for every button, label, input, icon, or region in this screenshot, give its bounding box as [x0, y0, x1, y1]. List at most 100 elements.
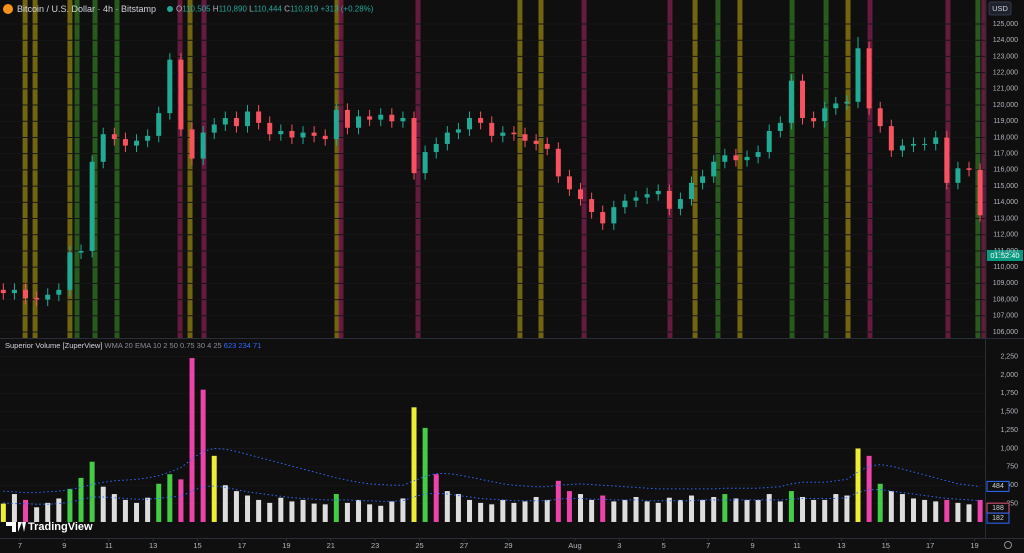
candle-body — [245, 111, 251, 127]
x-tick-label: 25 — [415, 541, 423, 550]
x-tick-label: 15 — [193, 541, 201, 550]
y-tick-label: 1,250 — [1000, 427, 1018, 434]
candle-body — [800, 80, 806, 119]
candle-body — [777, 122, 783, 131]
candle-body — [200, 132, 206, 159]
indicator-legend: Superior Volume [ZuperView] WMA 20 EMA 1… — [5, 341, 261, 350]
y-tick-label: 250 — [1006, 500, 1018, 507]
volume-bar — [0, 503, 6, 522]
candle-body — [300, 132, 306, 138]
candle-body — [911, 143, 917, 146]
x-tick-label: 7 — [706, 541, 710, 550]
volume-bar — [533, 496, 539, 522]
volume-bar — [955, 502, 961, 522]
y-tick-label: 115,000 — [993, 183, 1018, 190]
x-tick-label: 13 — [149, 541, 157, 550]
volume-bar — [122, 499, 128, 522]
candle-body — [611, 207, 617, 224]
highlight-band — [338, 0, 344, 338]
y-tick-label: 124,000 — [993, 37, 1018, 44]
candle-body — [278, 130, 284, 135]
ohlc-label: L — [249, 5, 254, 14]
candle-body — [655, 190, 661, 195]
volume-bar — [800, 496, 806, 522]
volume-bar — [899, 494, 905, 522]
candle-body — [489, 122, 495, 136]
x-tick-label: 21 — [327, 541, 335, 550]
candle-body — [11, 289, 17, 294]
volume-bar — [489, 504, 495, 522]
highlight-band — [867, 0, 873, 338]
currency-label[interactable]: USD — [992, 4, 1008, 13]
change: +313 (+0.28%) — [321, 5, 374, 14]
y-tick-label: 121,000 — [993, 86, 1018, 93]
ohlc-label: H — [213, 5, 219, 14]
volume-bar — [189, 358, 195, 522]
volume-bar — [500, 499, 506, 522]
candle-body — [478, 118, 484, 123]
candle-body — [500, 132, 506, 136]
highlight-band — [187, 0, 193, 338]
candle-body — [711, 161, 717, 177]
candle-body — [45, 294, 51, 300]
volume-bar — [411, 407, 417, 522]
candle-body — [922, 143, 928, 145]
candle-body — [467, 118, 473, 130]
highlight-band — [581, 0, 587, 338]
y-tick-label: 107,000 — [993, 313, 1018, 320]
volume-bar — [211, 455, 217, 522]
candle-body — [811, 118, 817, 122]
y-tick-label: 118,000 — [993, 134, 1018, 141]
symbol-title: Bitcoin / U.S. Dollar · 4h · Bitstamp — [17, 4, 156, 14]
volume-bar — [689, 495, 695, 522]
volume-bar — [511, 502, 517, 522]
candle-body — [256, 111, 262, 123]
volume-bar — [344, 502, 350, 522]
y-tick-label: 500 — [1006, 482, 1018, 489]
settings-icon[interactable] — [1004, 541, 1012, 549]
candle-body — [533, 140, 539, 144]
x-tick-label: 11 — [793, 541, 801, 550]
countdown-badge — [987, 250, 1023, 261]
candle-body — [100, 134, 106, 162]
volume-bar — [733, 498, 739, 522]
volume-bar — [422, 427, 428, 522]
x-tick-label: 27 — [460, 541, 468, 550]
candle-body — [689, 182, 695, 200]
volume-bar — [811, 499, 817, 522]
volume-bar — [111, 494, 117, 522]
candle-body — [356, 116, 362, 128]
x-tick-label: 7 — [18, 541, 22, 550]
candle-body — [400, 118, 406, 122]
candle-body — [189, 129, 195, 159]
highlight-band — [789, 0, 795, 338]
y-tick-label: 106,000 — [993, 329, 1018, 336]
y-tick-label: 1,750 — [1000, 390, 1018, 397]
volume-bar — [178, 479, 184, 522]
volume-bar — [256, 499, 262, 522]
volume-bar — [877, 483, 883, 522]
x-tick-label: 9 — [62, 541, 66, 550]
y-tick-label: 114,000 — [993, 199, 1018, 206]
y-tick-label: 116,000 — [993, 167, 1018, 174]
y-tick-label: 120,000 — [993, 102, 1018, 109]
volume-bar — [134, 502, 140, 522]
symbol-icon — [3, 4, 13, 14]
x-tick-label: 19 — [970, 541, 978, 550]
last-value-badge — [986, 480, 1010, 492]
candle-body — [34, 297, 40, 300]
y-tick-label: 109,000 — [993, 280, 1018, 287]
candle-body — [744, 156, 750, 161]
volume-bar — [933, 501, 939, 522]
currency-button[interactable] — [988, 1, 1012, 16]
volume-bar — [100, 486, 106, 522]
candle-body — [134, 140, 140, 146]
highlight-band — [201, 0, 207, 338]
x-tick-label: 17 — [926, 541, 934, 550]
highlight-band — [538, 0, 544, 338]
highlight-band — [981, 0, 987, 338]
candle-body — [333, 109, 339, 140]
ohlc-label: C — [284, 5, 290, 14]
candle-body — [411, 118, 417, 174]
indicator-settings: WMA 20 EMA 10 2 50 0.75 30 4 25 — [105, 341, 222, 350]
